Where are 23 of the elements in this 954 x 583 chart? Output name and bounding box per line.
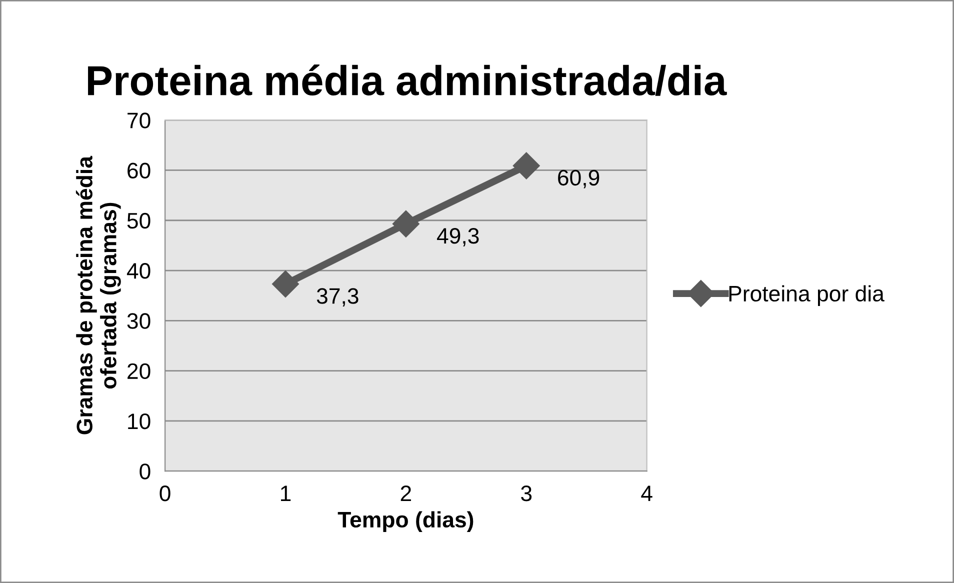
data-label: 49,3 xyxy=(436,228,479,246)
x-tick-label: 2 xyxy=(400,486,411,502)
chart-title: Proteina média administrada/dia xyxy=(88,64,727,96)
y-tick-label: 40 xyxy=(126,263,150,279)
y-tick-label: 60 xyxy=(128,162,150,179)
x-axis-title: Tempo (dias) xyxy=(338,511,474,532)
legend-label: Proteina por dia xyxy=(729,285,884,306)
y-tick-label: 50 xyxy=(127,212,150,229)
x-tick-label: 1 xyxy=(281,486,291,502)
y-tick-label: 20 xyxy=(128,363,150,380)
x-tick-label: 0 xyxy=(160,486,170,502)
x-tick-label: 4 xyxy=(641,486,652,502)
y-tick-label: 10 xyxy=(128,413,150,430)
y-tick-label: 0 xyxy=(140,464,150,480)
data-label: 60,9 xyxy=(558,170,600,188)
data-label: 37,3 xyxy=(316,288,358,307)
x-tick-label: 3 xyxy=(521,486,532,502)
point xyxy=(272,270,299,298)
y-tick-label: 70 xyxy=(128,112,150,128)
y-axis-title: Gramas de proteina média ofertada (gramas) xyxy=(76,156,121,434)
y-tick-label: 30 xyxy=(127,313,150,329)
point xyxy=(512,152,540,180)
point xyxy=(392,210,420,238)
